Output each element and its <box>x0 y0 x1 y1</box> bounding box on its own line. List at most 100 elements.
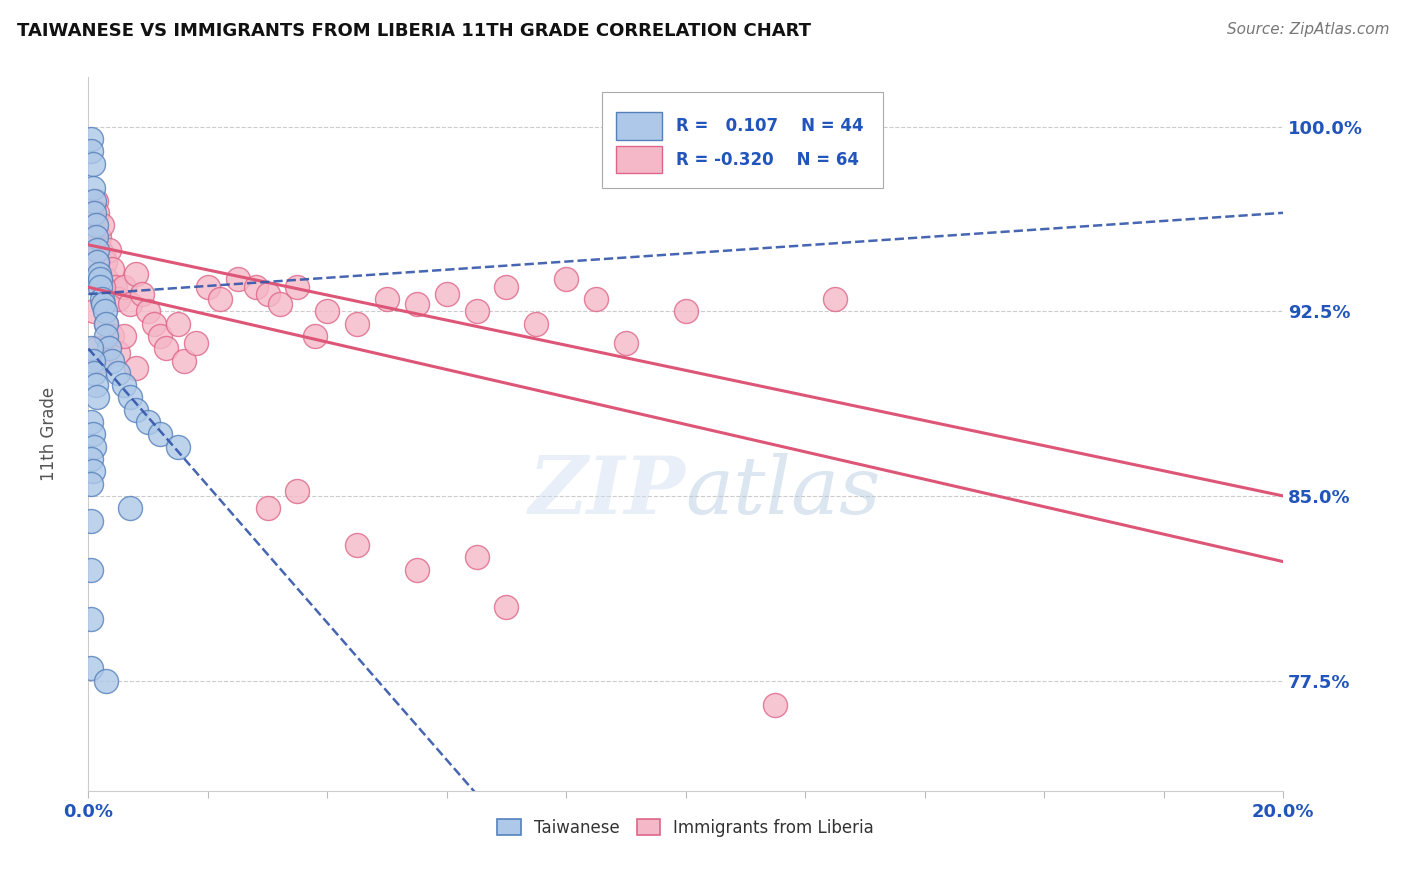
Point <box>304 329 326 343</box>
Point <box>524 317 547 331</box>
Point <box>101 329 124 343</box>
Point <box>98 341 121 355</box>
Point <box>80 415 103 429</box>
Point <box>80 612 103 626</box>
Point <box>346 538 368 552</box>
Point <box>86 255 108 269</box>
Point <box>614 336 637 351</box>
Point <box>112 279 135 293</box>
Point <box>107 366 129 380</box>
Point <box>226 272 249 286</box>
FancyBboxPatch shape <box>616 146 662 173</box>
Point <box>80 563 103 577</box>
Point <box>143 317 166 331</box>
Point <box>824 292 846 306</box>
Point <box>83 304 105 318</box>
Point <box>89 243 111 257</box>
Point <box>465 304 488 318</box>
Point <box>495 599 517 614</box>
FancyBboxPatch shape <box>616 112 662 139</box>
Point <box>91 297 114 311</box>
Text: R = -0.320    N = 64: R = -0.320 N = 64 <box>676 151 859 169</box>
Point <box>80 206 103 220</box>
Point <box>346 317 368 331</box>
Point <box>84 218 107 232</box>
Point <box>87 230 110 244</box>
Legend: Taiwanese, Immigrants from Liberia: Taiwanese, Immigrants from Liberia <box>491 813 880 844</box>
Point <box>120 297 142 311</box>
Point <box>96 673 118 688</box>
Point <box>406 563 429 577</box>
Point <box>80 476 103 491</box>
Point <box>256 501 278 516</box>
Point <box>80 341 103 355</box>
Point <box>89 272 111 286</box>
Point <box>120 501 142 516</box>
Point <box>83 206 105 220</box>
Point <box>125 268 148 282</box>
Point <box>465 550 488 565</box>
Point <box>82 464 104 478</box>
Point <box>83 440 105 454</box>
Point <box>406 297 429 311</box>
Point <box>82 218 104 232</box>
Point <box>112 378 135 392</box>
Point <box>89 279 111 293</box>
Point <box>208 292 231 306</box>
Point <box>86 243 108 257</box>
Point <box>86 391 108 405</box>
Point <box>112 329 135 343</box>
Point <box>80 132 103 146</box>
Point <box>83 366 105 380</box>
Point <box>107 292 129 306</box>
Point <box>96 317 118 331</box>
Point <box>86 206 108 220</box>
Point <box>167 317 190 331</box>
Point <box>107 346 129 360</box>
Point <box>82 181 104 195</box>
Point <box>125 402 148 417</box>
Point <box>149 427 172 442</box>
Point <box>495 279 517 293</box>
Point <box>82 156 104 170</box>
Point <box>167 440 190 454</box>
Point <box>120 391 142 405</box>
Point <box>763 698 786 712</box>
Point <box>173 353 195 368</box>
Text: TAIWANESE VS IMMIGRANTS FROM LIBERIA 11TH GRADE CORRELATION CHART: TAIWANESE VS IMMIGRANTS FROM LIBERIA 11T… <box>17 22 811 40</box>
Point <box>98 243 121 257</box>
Point <box>90 292 112 306</box>
FancyBboxPatch shape <box>602 92 883 188</box>
Point <box>96 272 118 286</box>
Point <box>89 353 111 368</box>
Point <box>245 279 267 293</box>
Point <box>84 378 107 392</box>
Point <box>131 287 153 301</box>
Point <box>256 287 278 301</box>
Text: ZIP: ZIP <box>529 453 686 530</box>
Point <box>94 255 117 269</box>
Point <box>80 661 103 675</box>
Point <box>83 223 105 237</box>
Point <box>136 304 159 318</box>
Point <box>436 287 458 301</box>
Point <box>84 194 107 208</box>
Point <box>585 292 607 306</box>
Point <box>91 279 114 293</box>
Point <box>101 262 124 277</box>
Point <box>84 230 107 244</box>
Point <box>287 483 309 498</box>
Text: atlas: atlas <box>686 453 882 530</box>
Point <box>184 336 207 351</box>
Y-axis label: 11th Grade: 11th Grade <box>41 387 59 482</box>
Point <box>375 292 398 306</box>
Point <box>197 279 219 293</box>
Text: Source: ZipAtlas.com: Source: ZipAtlas.com <box>1226 22 1389 37</box>
Point <box>96 317 118 331</box>
Point <box>136 415 159 429</box>
Point <box>87 268 110 282</box>
Point <box>86 341 108 355</box>
Point <box>90 218 112 232</box>
Text: R =   0.107    N = 44: R = 0.107 N = 44 <box>676 117 863 135</box>
Point <box>83 194 105 208</box>
